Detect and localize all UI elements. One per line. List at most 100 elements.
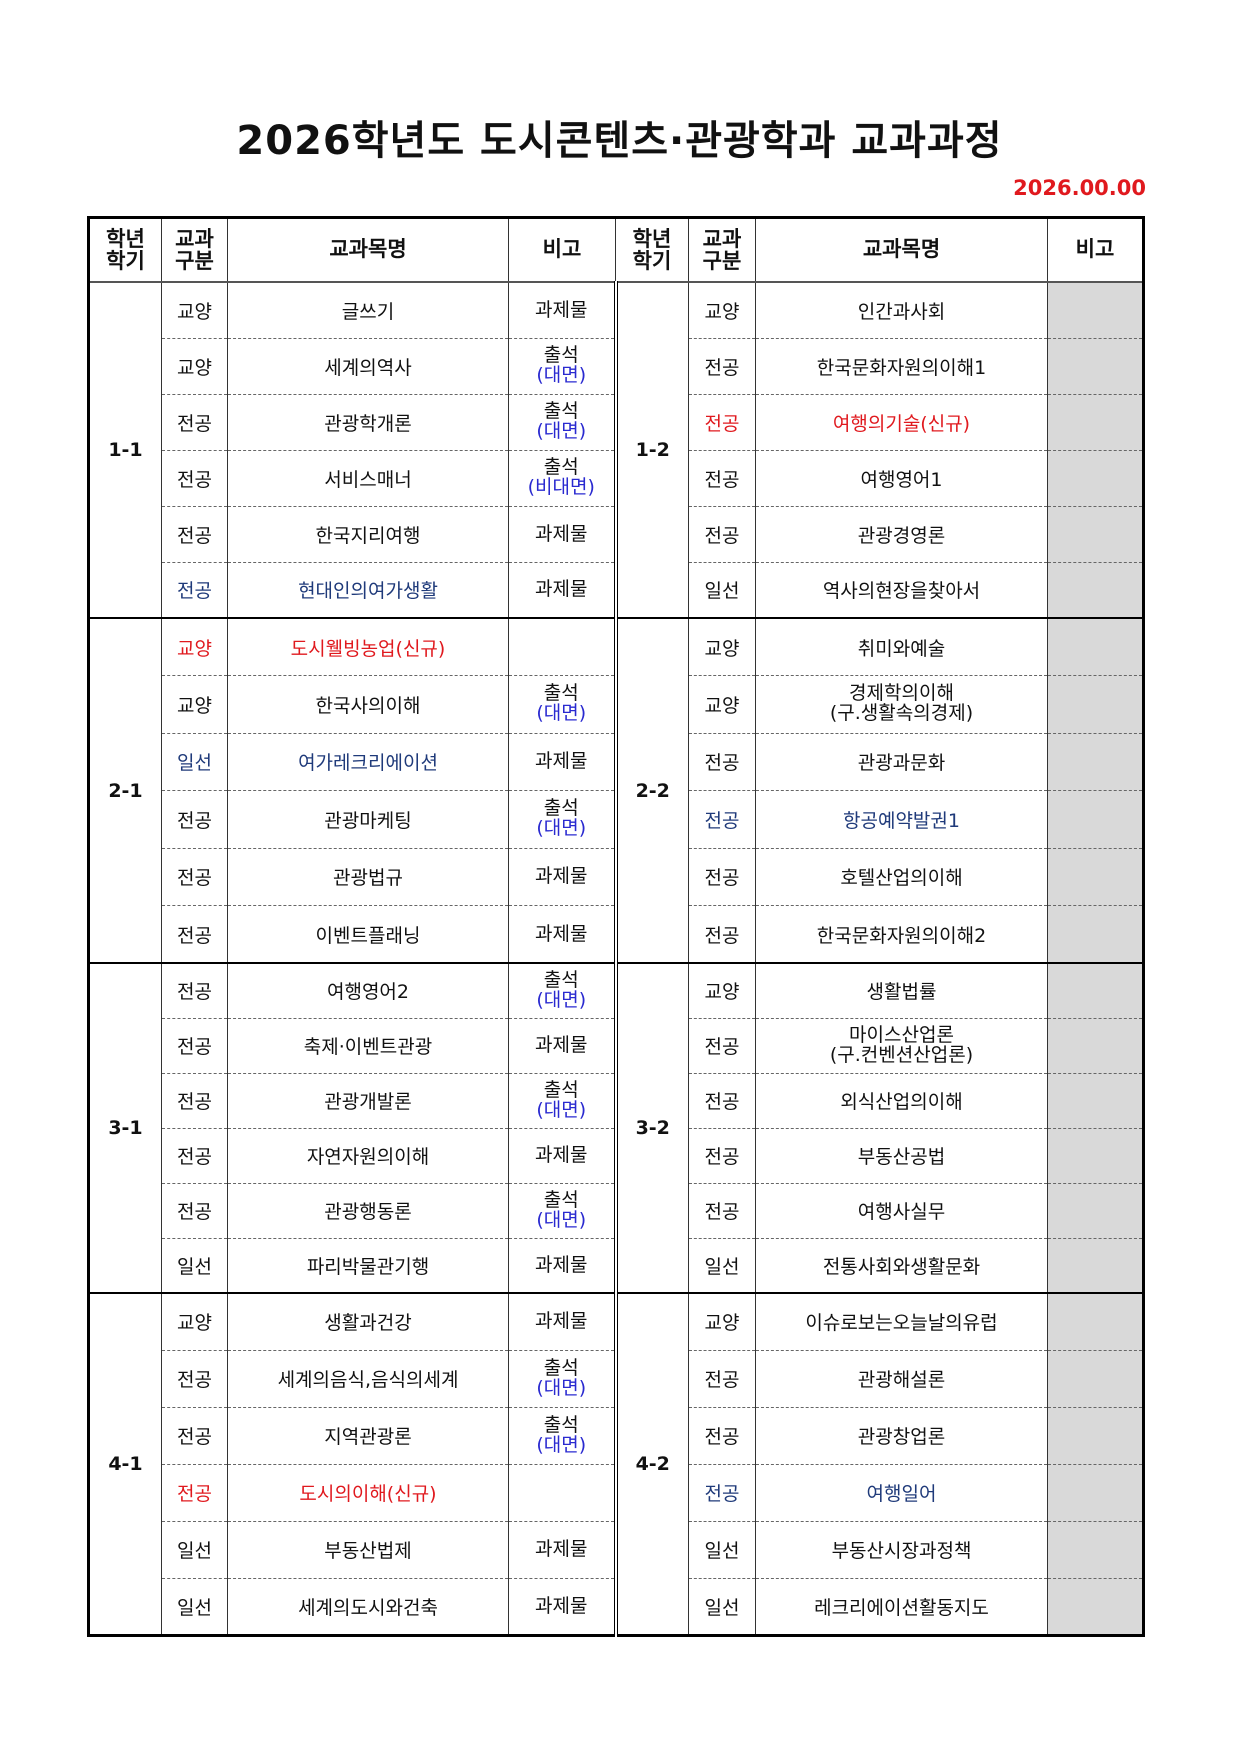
semester-label: 4-2 [615, 1293, 689, 1636]
header-semester: 학년 학기 [615, 217, 689, 283]
course-type: 전공 [161, 963, 228, 1019]
text-line: 부동산시장과정책 [831, 1540, 972, 1562]
course-note: 과제물 [508, 905, 618, 964]
table-row: 전공 관광행동론 출석 (대면) 전공 여행사실무 [89, 1183, 1144, 1239]
course-type: 전공 [688, 394, 756, 451]
table-row: 2-1 교양 도시웰빙농업(신규) 2-2 교양 취미와예술 [88, 618, 1144, 964]
course-note [1047, 338, 1144, 395]
course-type: 전공 [688, 790, 756, 849]
text-line: (대면) [536, 988, 587, 1011]
course-name: 지역관광론 [227, 1407, 509, 1465]
text-line: 여가레크리에이션 [298, 752, 438, 775]
course-note: 과제물 [508, 562, 618, 619]
course-type: 전공 [161, 1128, 228, 1184]
text-line: (대면) [536, 1098, 587, 1121]
semester-label: 1-1 [88, 282, 162, 619]
course-note [1047, 733, 1144, 791]
course-note [1047, 562, 1144, 619]
course-note [1047, 282, 1144, 339]
text-line: 항공예약발권1 [843, 809, 960, 832]
course-note: 과제물 [508, 1128, 618, 1184]
text-line: 여행영어1 [860, 468, 943, 491]
header-row: 학년 학기 교과 구분 교과목명 비고 학년 학기 교과 구분 교과목명 비고 [88, 217, 1144, 283]
text-line: 여행영어2 [326, 981, 409, 1004]
text-line: 관광학개론 [324, 412, 412, 435]
course-name: 여행일어 [755, 1464, 1048, 1522]
course-name: 경제학의이해 (구.생활속의경제) [755, 675, 1048, 734]
text-line: 여행일어 [866, 1483, 937, 1505]
course-note [1047, 1293, 1144, 1351]
course-note [1047, 450, 1144, 507]
course-name: 관광해설론 [755, 1350, 1048, 1408]
table-row: 전공 지역관광론 출석 (대면) 전공 관광창업론 [89, 1407, 1144, 1465]
course-name: 항공예약발권1 [755, 790, 1048, 849]
text-line: (구.생활속의경제) [829, 702, 974, 725]
course-name: 관광법규 [227, 848, 509, 906]
text-line: 취미와예술 [857, 637, 946, 660]
course-name: 세계의도시와건축 [227, 1578, 509, 1636]
course-note [1047, 1578, 1144, 1636]
course-note [1047, 506, 1144, 563]
course-note: 출석 (대면) [508, 338, 618, 395]
text-line: 축제·이벤트관광 [303, 1036, 433, 1058]
course-name: 여행영어2 [227, 963, 509, 1019]
course-note: 출석 (대면) [508, 963, 618, 1019]
course-name: 부동산법제 [227, 1521, 509, 1579]
table-row: 전공 관광법규 과제물 전공 호텔산업의이해 [89, 848, 1144, 906]
text-line: (비대면) [527, 476, 595, 498]
course-note: 과제물 [508, 1578, 618, 1636]
course-type: 전공 [161, 790, 228, 849]
course-name: 역사의현장을찾아서 [755, 562, 1048, 619]
semester-label: 1-2 [615, 282, 689, 619]
course-name: 세계의역사 [227, 338, 509, 395]
table-row: 전공 현대인의여가생활 과제물 일선 역사의현장을찾아서 [89, 562, 1144, 619]
course-type: 일선 [688, 1578, 756, 1636]
course-type: 일선 [161, 733, 228, 791]
course-name: 호텔산업의이해 [755, 848, 1048, 906]
course-note [1047, 1407, 1144, 1465]
course-name: 이슈로보는오늘날의유럽 [755, 1293, 1048, 1351]
course-type: 전공 [161, 1464, 228, 1522]
course-note [1047, 1238, 1144, 1294]
text-line: 한국지리여행 [315, 524, 421, 547]
text-line: 글쓰기 [341, 300, 395, 323]
course-type: 일선 [688, 1238, 756, 1294]
course-name: 마이스산업론 (구.컨벤션산업론) [755, 1018, 1048, 1074]
text-line: 과제물 [535, 578, 588, 601]
document-date: 2026.00.00 [1013, 176, 1146, 200]
course-type: 일선 [161, 1238, 228, 1294]
course-type: 일선 [161, 1578, 228, 1636]
semester-label: 3-2 [615, 963, 689, 1294]
course-note: 과제물 [508, 733, 618, 791]
course-note: 출석 (대면) [508, 394, 618, 451]
text-line: 파리박물관기행 [306, 1255, 430, 1278]
course-type: 전공 [161, 848, 228, 906]
text-line: 지역관광론 [324, 1426, 412, 1448]
course-name: 축제·이벤트관광 [227, 1018, 509, 1074]
text-line: 세계의음식,음식의세계 [277, 1369, 459, 1391]
text-line: 출석 [543, 400, 579, 423]
course-name: 관광학개론 [227, 394, 509, 451]
curriculum-table: 학년 학기 교과 구분 교과목명 비고 학년 학기 교과 구분 교과목명 비고 1-1 교… [87, 216, 1145, 1637]
text-line: 한국사의이해 [315, 694, 421, 717]
course-note [1047, 1183, 1144, 1239]
text-line: 과제물 [535, 865, 588, 888]
text-line: 관광마케팅 [324, 809, 412, 832]
text-line: 역사의현장을찾아서 [822, 580, 981, 603]
course-name: 관광과문화 [755, 733, 1048, 791]
text-line: (대면) [536, 1376, 587, 1399]
text-line: 도시의이해(신규) [299, 1483, 437, 1505]
course-type: 교양 [688, 282, 756, 339]
course-note [1047, 1018, 1144, 1074]
course-note: 출석 (비대면) [508, 450, 618, 507]
course-type: 교양 [688, 1293, 756, 1351]
course-note [1047, 675, 1144, 734]
text-line: 출석 [543, 797, 579, 820]
text-line: (대면) [536, 817, 587, 840]
course-note [1047, 1350, 1144, 1408]
course-note: 출석 (대면) [508, 1073, 618, 1129]
table-row: 3-1 전공 여행영어2 출석 (대면) 3-2 교양 생활법률 [88, 963, 1144, 1294]
text-line: (대면) [536, 364, 587, 386]
course-name: 레크리에이션활동지도 [755, 1578, 1048, 1636]
course-note: 출석 (대면) [508, 1183, 618, 1239]
